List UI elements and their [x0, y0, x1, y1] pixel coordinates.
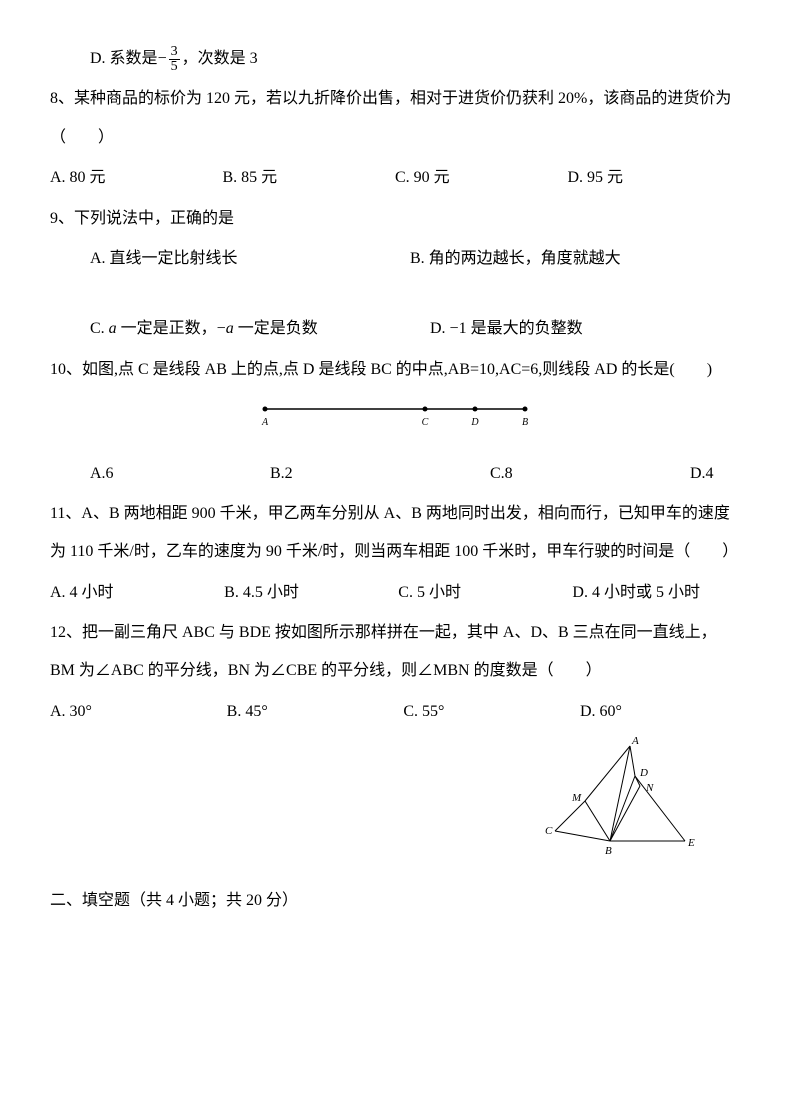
q9-text: 9、下列说法中，正确的是 — [50, 200, 740, 238]
q8-opt-a: A. 80 元 — [50, 159, 223, 197]
q10-text: 10、如图,点 C 是线段 AB 上的点,点 D 是线段 BC 的中点,AB=1… — [50, 351, 740, 389]
q11-opt-c: C. 5 小时 — [398, 574, 518, 612]
frac-den: 5 — [169, 60, 180, 74]
q8-opt-b: B. 85 元 — [223, 159, 396, 197]
svg-text:M: M — [571, 792, 582, 804]
q10-diagram: A C D B — [50, 399, 740, 444]
q12-text: 12、把一副三角尺 ABC 与 BDE 按如图所示那样拼在一起，其中 A、D、B… — [50, 614, 740, 691]
svg-text:B: B — [605, 845, 612, 857]
option-d-fraction: D. 系数是−35，次数是 3 — [50, 40, 740, 78]
q9-opt-a: A. 直线一定比射线长 — [90, 240, 410, 278]
section-2-heading: 二、填空题（共 4 小题；共 20 分） — [50, 882, 740, 920]
q12-opt-a: A. 30° — [50, 693, 170, 731]
q10-opt-c: C.8 — [490, 455, 690, 493]
q9-opt-c: C. a 一定是正数，−a 一定是负数 — [90, 310, 430, 348]
q11-opt-d: D. 4 小时或 5 小时 — [572, 574, 700, 612]
q9-row1: A. 直线一定比射线长 B. 角的两边越长，角度就越大 — [50, 240, 740, 278]
svg-text:D: D — [639, 767, 648, 779]
q10-opt-b: B.2 — [270, 455, 490, 493]
q11-text: 11、A、B 两地相距 900 千米，甲乙两车分别从 A、B 两地同时出发，相向… — [50, 495, 740, 572]
svg-text:A: A — [261, 417, 269, 428]
q11-opt-a: A. 4 小时 — [50, 574, 170, 612]
svg-text:C: C — [545, 825, 553, 837]
q8-opt-c: C. 90 元 — [395, 159, 568, 197]
q8-text: 8、某种商品的标价为 120 元，若以九折降价出售，相对于进货价仍获利 20%，… — [50, 80, 740, 157]
q12-opt-c: C. 55° — [403, 693, 523, 731]
svg-text:D: D — [470, 417, 479, 428]
line-segment-icon: A C D B — [255, 399, 535, 429]
q11-options: A. 4 小时 B. 4.5 小时 C. 5 小时 D. 4 小时或 5 小时 — [50, 574, 740, 612]
q11-opt-b: B. 4.5 小时 — [224, 574, 344, 612]
frac-num: 3 — [169, 45, 180, 60]
q12-options: A. 30° B. 45° C. 55° D. 60° — [50, 693, 740, 731]
q10-opt-a: A.6 — [90, 455, 270, 493]
svg-text:C: C — [422, 417, 429, 428]
q8-options: A. 80 元 B. 85 元 C. 90 元 D. 95 元 — [50, 159, 740, 197]
svg-text:N: N — [645, 782, 654, 794]
neg-sign: − — [158, 50, 167, 67]
q9-opt-b: B. 角的两边越长，角度就越大 — [410, 240, 621, 278]
fraction-icon: 35 — [169, 45, 180, 74]
q12-diagram: A D N M C B E — [50, 736, 740, 881]
q12-opt-b: B. 45° — [227, 693, 347, 731]
opt-d-suffix: ，次数是 3 — [182, 50, 258, 67]
q10-options: A.6 B.2 C.8 D.4 — [50, 455, 740, 493]
opt-d-prefix: D. 系数是 — [90, 50, 158, 67]
q9-opt-d: D. −1 是最大的负整数 — [430, 310, 583, 348]
svg-text:B: B — [522, 417, 528, 428]
triangle-icon: A D N M C B E — [540, 736, 700, 866]
q8-opt-d: D. 95 元 — [568, 159, 741, 197]
svg-text:E: E — [687, 837, 695, 849]
svg-text:A: A — [631, 736, 639, 747]
q10-opt-d: D.4 — [690, 455, 714, 493]
q12-opt-d: D. 60° — [580, 693, 700, 731]
q9-row2: C. a 一定是正数，−a 一定是负数 D. −1 是最大的负整数 — [50, 310, 740, 348]
